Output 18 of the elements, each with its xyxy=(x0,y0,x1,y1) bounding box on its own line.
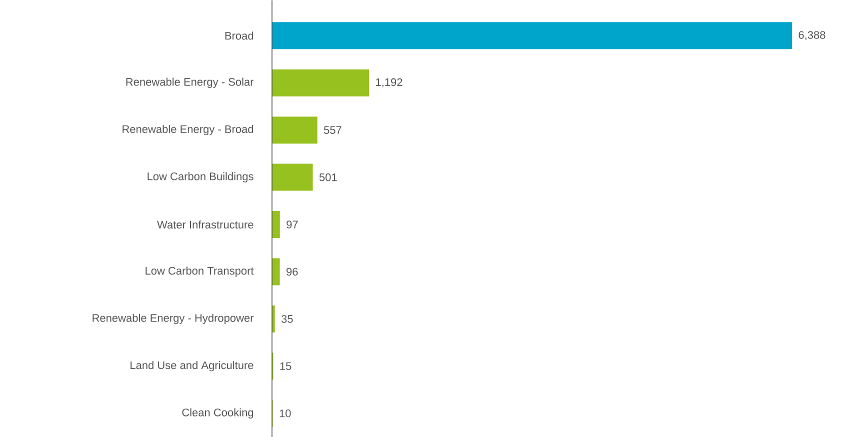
y-tick-label: Low Carbon Buildings xyxy=(148,172,254,182)
y-tick-label: Renewable Energy - Solar xyxy=(126,78,254,88)
data-label: 501 xyxy=(319,173,337,182)
data-label: 35 xyxy=(281,315,293,323)
y-tick-label: Clean Cooking xyxy=(182,408,254,419)
y-tick-label: Renewable Energy - Hydropower xyxy=(92,314,254,324)
data-label: 6,388 xyxy=(798,31,826,40)
y-tick-label: Low Carbon Transport xyxy=(146,266,254,277)
data-label: 10 xyxy=(280,410,291,418)
y-tick-label: Water Infrastructure xyxy=(157,220,254,229)
data-label: 1,192 xyxy=(376,78,402,88)
data-label: 96 xyxy=(286,268,298,276)
data-label: 557 xyxy=(324,126,342,134)
y-tick-label: Broad xyxy=(225,32,254,40)
y-tick-label: Land Use and Agriculture xyxy=(130,361,254,372)
data-label: 15 xyxy=(280,362,292,370)
data-label: 97 xyxy=(286,220,298,228)
y-tick-label: Renewable Energy - Broad xyxy=(122,124,254,136)
